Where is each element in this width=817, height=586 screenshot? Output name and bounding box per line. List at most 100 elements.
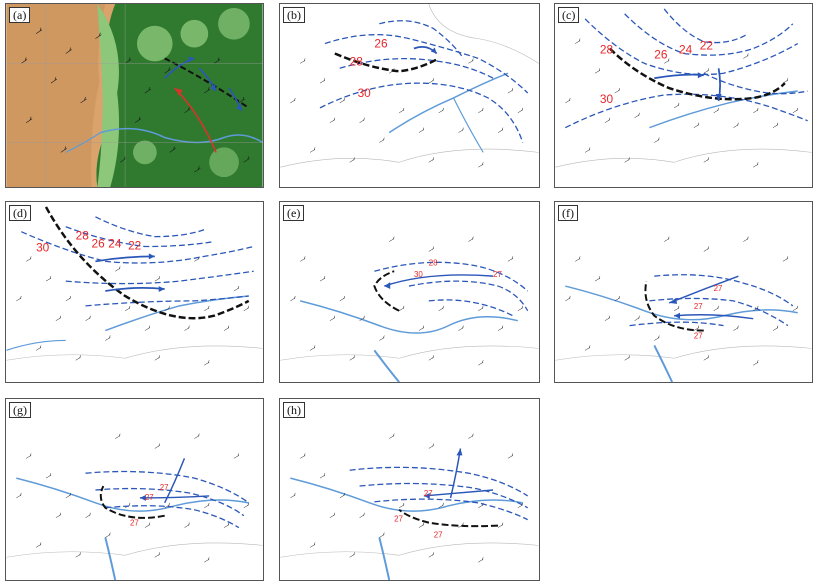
- panel-g: (g) 27 27 27: [5, 398, 264, 581]
- isotherm-label-h2: 27: [394, 515, 403, 524]
- isotherm-label-d1: 30: [36, 240, 50, 254]
- river-g: [16, 477, 249, 512]
- shear-line-e: [373, 270, 400, 312]
- wind-barbs-e: [290, 236, 523, 366]
- panel-label-e: (e): [283, 205, 305, 221]
- panel-f: (f) 27 27 27: [554, 201, 813, 383]
- flow-arrow-d1: [95, 255, 155, 263]
- isotherm-e3: [428, 299, 514, 317]
- panel-label-c: (c): [558, 7, 580, 23]
- weather-map-d: 30 28 26 24 22: [6, 206, 263, 366]
- wind-barbs-f: [565, 236, 798, 366]
- isotherm-label-e2: 28: [429, 258, 438, 267]
- shear-line-h: [398, 508, 499, 528]
- isotherm-d1: [20, 231, 254, 264]
- isotherm-d3: [95, 216, 205, 238]
- isotherm-label-f1: 27: [714, 284, 723, 293]
- flow-arrow-d2: [105, 287, 165, 292]
- isotherm-label-h1: 27: [424, 489, 433, 498]
- wind-barbs-b: [290, 58, 523, 168]
- shear-line-a: [164, 57, 250, 109]
- panel-e: (e) 30 28 27: [279, 201, 540, 383]
- shear-line-g: [99, 485, 165, 519]
- river-b: [388, 72, 509, 134]
- isotherm-h2: [359, 482, 529, 509]
- isotherm-label-b3: 30: [358, 86, 372, 100]
- isotherm-g3: [105, 505, 240, 529]
- isotherm-c3: [663, 8, 749, 44]
- isotherm-label-e1: 30: [414, 270, 423, 279]
- river-e: [300, 300, 518, 334]
- panel-label-f: (f): [558, 205, 578, 221]
- plateau-edge: [97, 4, 120, 187]
- panel-b: (b) 26 28 30: [279, 3, 540, 188]
- isotherm-label-c1: 28: [600, 42, 614, 56]
- isotherm-label-e3: 27: [493, 270, 502, 279]
- isotherm-label-b1: 26: [374, 37, 388, 51]
- hill-area: [6, 4, 106, 187]
- isotherm-label-c2: 26: [654, 47, 668, 61]
- wind-barbs-g: [16, 433, 249, 563]
- flow-arrow-h1: [449, 448, 462, 499]
- isotherm-label-d5: 22: [128, 238, 141, 252]
- weather-map-f: 27 27 27: [555, 236, 812, 382]
- flow-arrow-c1: [654, 73, 704, 80]
- isotherm-c2: [624, 13, 794, 56]
- isotherm-f3: [629, 321, 724, 327]
- wind-barbs-a: [21, 27, 250, 173]
- weather-map-g: 27 27 27: [6, 433, 263, 580]
- isotherm-label-d4: 24: [108, 236, 122, 250]
- isotherm-b4: [379, 20, 464, 59]
- isotherm-g2: [95, 487, 245, 517]
- shear-line-d: [44, 206, 250, 320]
- panel-label-h: (h): [283, 402, 305, 418]
- panel-label-g: (g): [9, 402, 31, 418]
- isotherm-h1: [349, 466, 529, 497]
- isotherm-f1: [654, 274, 794, 307]
- shear-line-b: [334, 52, 440, 73]
- isotherm-e1: [374, 261, 529, 292]
- flow-arrow-g2: [139, 495, 210, 499]
- panel-a: (a): [5, 3, 264, 188]
- isotherm-d4: [65, 270, 254, 285]
- flow-arrow-g1: [164, 458, 186, 504]
- isotherm-label-g1: 27: [145, 493, 154, 502]
- flow-arrow-f2: [674, 314, 754, 320]
- shear-line-c: [608, 47, 786, 101]
- wind-barbs-c: [565, 38, 798, 168]
- isotherm-label-f3: 27: [694, 331, 703, 340]
- flow-arrow-h2: [423, 489, 494, 497]
- isotherm-b2: [339, 57, 494, 79]
- shear-line-f: [644, 280, 704, 332]
- panel-label-a: (a): [9, 7, 31, 23]
- river-h: [290, 477, 523, 512]
- terrain-map-a: [6, 4, 263, 187]
- isotherm-label-c5: 30: [600, 92, 614, 106]
- isotherm-d5: [85, 295, 249, 307]
- isotherm-f2: [649, 297, 789, 327]
- panel-label-b: (b): [283, 7, 305, 23]
- isotherm-label-g3: 27: [130, 519, 139, 528]
- isotherm-d2: [65, 226, 215, 248]
- wind-barbs-d: [16, 256, 249, 366]
- isotherm-label-g2: 27: [160, 483, 169, 492]
- panel-c: (c) 28 26 24 22 30: [554, 3, 813, 188]
- isotherm-label-f2: 27: [694, 302, 703, 311]
- weather-map-e: 30 28 27: [280, 236, 539, 382]
- panel-label-d: (d): [9, 205, 31, 221]
- flow-arrow-e: [384, 274, 494, 287]
- panel-h: (h) 27 27 27: [279, 398, 540, 581]
- panel-d: (d) 30 28 26 24 22: [5, 201, 264, 383]
- weather-map-h: 27 27 27: [280, 433, 539, 580]
- weather-map-c: 28 26 24 22 30: [555, 8, 812, 168]
- isotherm-e2: [408, 280, 529, 312]
- isotherm-c1: [584, 18, 799, 76]
- isotherm-label-c3: 24: [679, 42, 693, 56]
- isotherm-label-d2: 28: [76, 229, 90, 243]
- isotherm-label-c4: 22: [700, 39, 713, 53]
- isotherm-h3: [374, 498, 528, 521]
- isotherm-c4: [565, 93, 808, 129]
- isotherm-label-b2: 28: [350, 54, 364, 68]
- isotherm-g1: [85, 470, 250, 504]
- isotherm-label-h3: 27: [434, 530, 443, 539]
